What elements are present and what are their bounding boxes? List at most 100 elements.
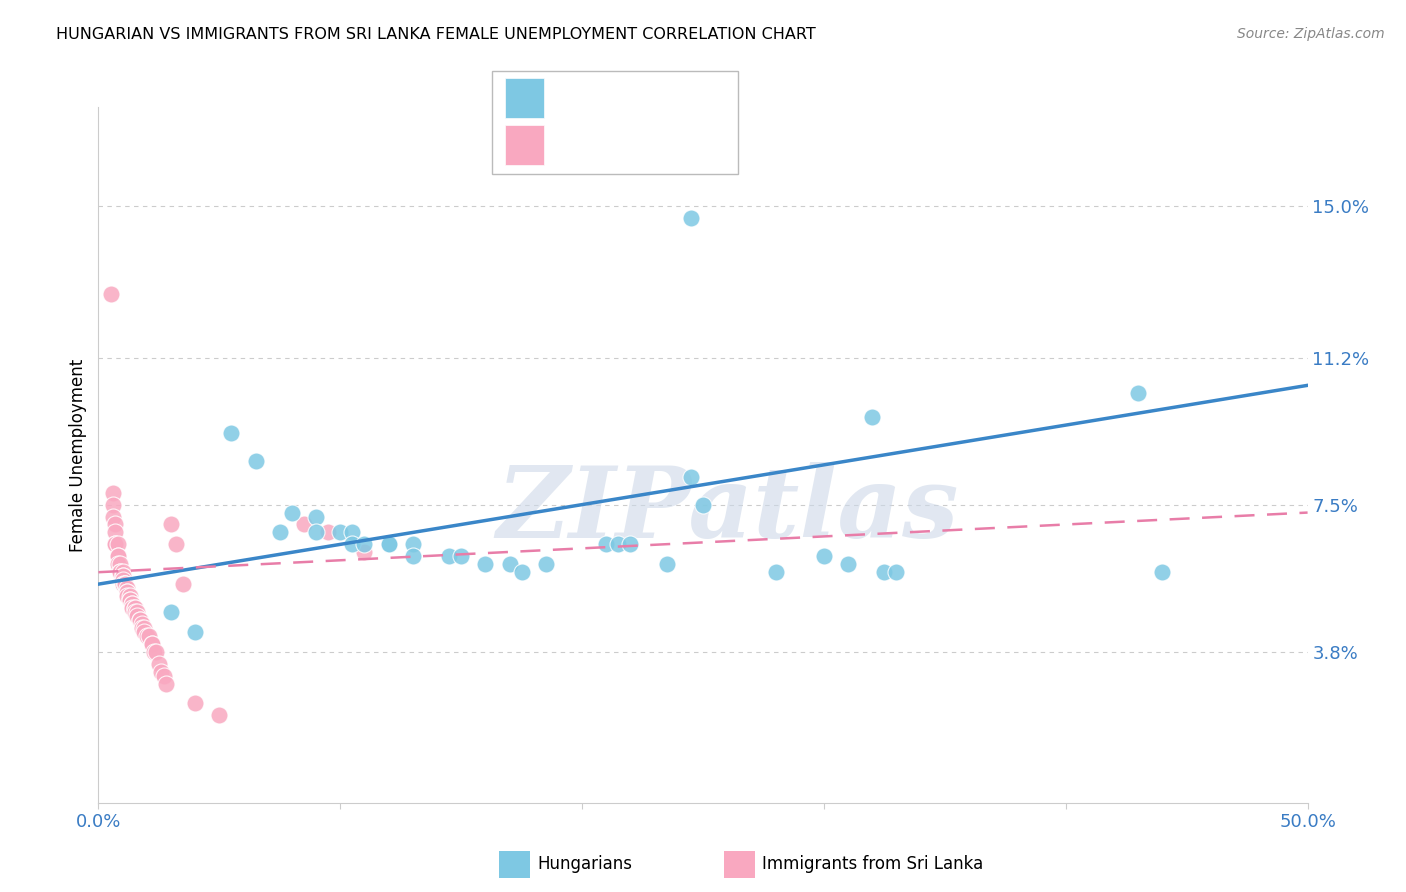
Point: [134, 624, 156, 639]
Point: [104, 537, 127, 551]
Point: [184, 624, 207, 639]
Point: [498, 558, 520, 572]
Point: [101, 485, 124, 500]
Point: [118, 593, 141, 607]
Point: [104, 517, 127, 532]
Text: 62: 62: [689, 136, 711, 153]
Point: [107, 537, 129, 551]
Text: Immigrants from Sri Lanka: Immigrants from Sri Lanka: [762, 855, 983, 873]
Text: HUNGARIAN VS IMMIGRANTS FROM SRI LANKA FEMALE UNEMPLOYMENT CORRELATION CHART: HUNGARIAN VS IMMIGRANTS FROM SRI LANKA F…: [56, 27, 815, 42]
Point: [402, 537, 425, 551]
Point: [104, 537, 127, 551]
Point: [269, 525, 291, 540]
Point: [127, 605, 149, 619]
Point: [172, 577, 194, 591]
Point: [124, 605, 146, 619]
Point: [692, 498, 714, 512]
Text: ZIPatlas: ZIPatlas: [496, 462, 959, 558]
Point: [221, 425, 243, 440]
Point: [104, 525, 127, 540]
Point: [101, 498, 124, 512]
Point: [886, 565, 908, 579]
Point: [377, 537, 399, 551]
Point: [101, 509, 124, 524]
Point: [679, 470, 702, 484]
Point: [131, 621, 153, 635]
Text: R =: R =: [554, 136, 591, 153]
Text: 37: 37: [689, 88, 713, 106]
Point: [114, 577, 136, 591]
Point: [353, 537, 375, 551]
Point: [121, 597, 143, 611]
Point: [281, 506, 304, 520]
Point: [148, 657, 170, 671]
Point: [121, 597, 143, 611]
Point: [873, 565, 896, 579]
Point: [765, 565, 787, 579]
Point: [813, 549, 835, 564]
Point: [127, 609, 149, 624]
Point: [450, 549, 472, 564]
Point: [437, 549, 460, 564]
Text: 0.444: 0.444: [591, 88, 644, 106]
Point: [111, 569, 134, 583]
Point: [377, 537, 399, 551]
Point: [124, 601, 146, 615]
Point: [184, 697, 207, 711]
Point: [111, 569, 134, 583]
Point: [118, 593, 141, 607]
Point: [155, 676, 177, 690]
Point: [165, 537, 187, 551]
Point: [141, 637, 163, 651]
Point: [316, 525, 339, 540]
Point: [121, 601, 143, 615]
Point: [160, 605, 183, 619]
Point: [134, 621, 156, 635]
Point: [107, 549, 129, 564]
Point: [117, 585, 139, 599]
Point: [111, 565, 134, 579]
Point: [837, 558, 859, 572]
Point: [118, 589, 141, 603]
Point: [111, 573, 134, 587]
Point: [245, 454, 267, 468]
Point: [145, 645, 167, 659]
Point: [1128, 386, 1150, 401]
Point: [114, 577, 136, 591]
Point: [150, 665, 173, 679]
Point: [208, 708, 231, 723]
Point: [108, 565, 131, 579]
Point: [510, 565, 533, 579]
Point: [619, 537, 641, 551]
Text: R =: R =: [554, 88, 591, 106]
Point: [342, 525, 364, 540]
Point: [305, 509, 328, 524]
Point: [305, 525, 328, 540]
Point: [595, 537, 617, 551]
Point: [160, 517, 183, 532]
Point: [114, 577, 136, 591]
Point: [117, 585, 139, 599]
Point: [107, 558, 129, 572]
Point: [128, 613, 150, 627]
Text: N =: N =: [647, 136, 695, 153]
Point: [607, 537, 630, 551]
Point: [138, 629, 160, 643]
Text: Source: ZipAtlas.com: Source: ZipAtlas.com: [1237, 27, 1385, 41]
Point: [108, 558, 131, 572]
Point: [117, 589, 139, 603]
Point: [117, 581, 139, 595]
Point: [860, 410, 883, 425]
Point: [1152, 565, 1174, 579]
Point: [107, 549, 129, 564]
Point: [402, 549, 425, 564]
Point: [353, 545, 375, 559]
Point: [342, 537, 364, 551]
Point: [534, 558, 557, 572]
Point: [679, 211, 702, 226]
Point: [292, 517, 315, 532]
Point: [143, 645, 166, 659]
Text: N =: N =: [647, 88, 695, 106]
Point: [131, 616, 153, 631]
Point: [100, 286, 122, 301]
